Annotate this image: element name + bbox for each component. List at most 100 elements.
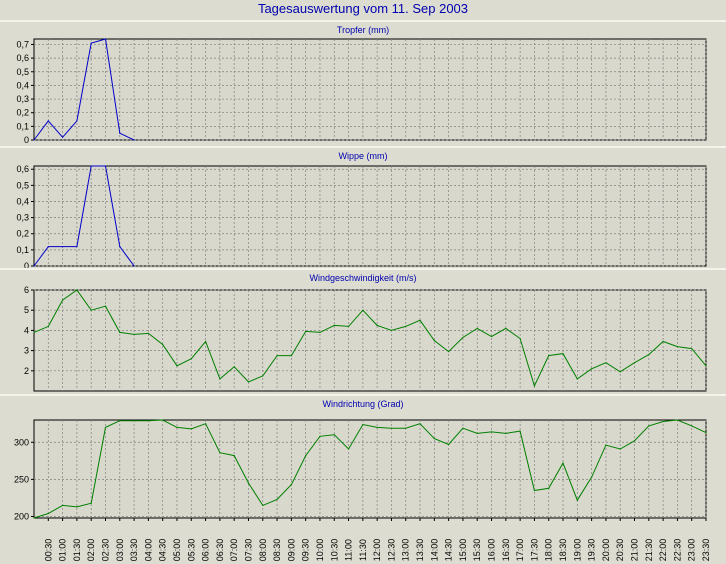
x-tick-label: 04:30 [158, 539, 168, 562]
panel-title: Wippe (mm) [339, 151, 388, 161]
data-point [76, 506, 78, 508]
x-tick-label: 14:30 [444, 539, 454, 562]
y-tick-label: 0,2 [16, 108, 29, 118]
x-tick-label: 01:30 [72, 539, 82, 562]
data-point [147, 420, 149, 422]
data-point [476, 432, 478, 434]
series-line [33, 419, 707, 519]
panels-layer: Tropfer (mm) 0 0,1 0,2 0,3 0,4 0,5 0,6 0,7 Wippe … [0, 20, 726, 522]
data-point [319, 331, 321, 334]
data-point [433, 437, 435, 440]
data-point [519, 337, 521, 340]
data-point [133, 420, 135, 422]
data-point [448, 351, 450, 353]
y-tick-label: 0,2 [16, 229, 29, 239]
data-point [533, 489, 536, 492]
data-point [47, 325, 49, 327]
data-point [576, 499, 578, 501]
data-point [119, 331, 121, 334]
y-tick-label: 0,3 [16, 94, 29, 104]
data-point [133, 139, 135, 141]
y-tick-label: 0 [24, 261, 29, 271]
data-point [419, 423, 421, 425]
x-tick-label: 00:30 [43, 539, 53, 562]
data-point [204, 340, 207, 343]
data-point [90, 502, 92, 504]
x-tick-label: 17:00 [515, 539, 525, 562]
x-tick-label: 08:30 [272, 539, 282, 562]
y-tick-label: 5 [24, 305, 29, 315]
data-point [90, 165, 92, 167]
y-tick-label: 0,4 [16, 196, 29, 206]
x-tick-label: 22:00 [658, 539, 668, 562]
data-point [61, 504, 64, 506]
x-tick-label: 10:30 [329, 539, 339, 562]
data-point [104, 305, 107, 307]
x-tick-label: 15:30 [472, 539, 482, 562]
data-point [448, 443, 450, 446]
data-point [648, 354, 650, 356]
data-point [490, 431, 493, 433]
x-tick-label: 02:30 [100, 539, 110, 562]
series-line [33, 289, 707, 388]
data-point [605, 362, 607, 364]
x-tick-label: 11:30 [358, 539, 368, 561]
y-tick-label: 0,6 [16, 164, 29, 174]
x-tick-label: 13:30 [415, 539, 425, 562]
panel-title: Tropfer (mm) [337, 25, 389, 35]
data-point [190, 428, 192, 430]
data-point [519, 430, 521, 432]
data-point [362, 309, 364, 311]
x-tick-label: 13:00 [401, 539, 411, 562]
data-point [176, 426, 178, 429]
y-tick-label: 6 [24, 285, 29, 295]
data-point [204, 423, 207, 425]
data-point [705, 365, 707, 367]
x-tick-label: 12:30 [386, 539, 396, 562]
data-point [119, 420, 121, 422]
data-point [591, 476, 593, 478]
chart-panel-3: Windgeschwindigkeit (m/s) 2 3 4 5 6 [0, 268, 726, 392]
panel-title: Windgeschwindigkeit (m/s) [309, 273, 416, 283]
data-point [162, 343, 164, 346]
data-point [76, 246, 78, 248]
chart-panel-1: Tropfer (mm) 0 0,1 0,2 0,3 0,4 0,5 0,6 0,7 [0, 20, 726, 145]
data-point [462, 427, 464, 429]
y-tick-label: 200 [14, 512, 29, 522]
data-point [61, 299, 64, 301]
chart-panel-2: Wippe (mm) 0 0,1 0,2 0,3 0,4 0,5 0,6 [0, 146, 726, 271]
x-axis-labels: 00:30 01:00 01:30 02:00 02:30 03:00 03:30 04:00… [43, 518, 711, 561]
x-tick-label: 07:00 [229, 539, 239, 562]
data-point [648, 425, 650, 427]
data-point [548, 487, 550, 489]
x-tick-label: 07:30 [243, 539, 253, 562]
plot-area [33, 38, 707, 141]
y-tick-label: 0,7 [16, 39, 29, 49]
data-point [376, 426, 378, 429]
data-point [61, 246, 64, 248]
data-point [33, 517, 35, 519]
chart-panel-4: Windrichtung (Grad) 200 250 300 [0, 394, 726, 522]
data-point [76, 120, 78, 122]
x-tick-label: 03:30 [129, 539, 139, 562]
data-point [605, 444, 607, 446]
x-tick-label: 11:00 [344, 539, 354, 561]
data-point [619, 448, 621, 450]
data-point [347, 325, 350, 327]
x-tick-label: 03:00 [115, 539, 125, 562]
y-tick-label: 250 [14, 474, 29, 484]
data-point [90, 309, 92, 311]
data-point [262, 504, 264, 506]
x-tick-label: 05:00 [172, 539, 182, 562]
x-tick-label: 20:30 [615, 539, 625, 562]
data-point [147, 332, 149, 335]
panel-separator [0, 268, 726, 270]
y-tick-label: 0,5 [16, 180, 29, 190]
x-tick-label: 21:00 [630, 539, 640, 562]
y-tick-label: 2 [24, 366, 29, 376]
y-tick-label: 0,5 [16, 67, 29, 77]
x-tick-label: 06:00 [201, 539, 211, 562]
data-point [247, 482, 250, 484]
panel-separator [0, 394, 726, 396]
